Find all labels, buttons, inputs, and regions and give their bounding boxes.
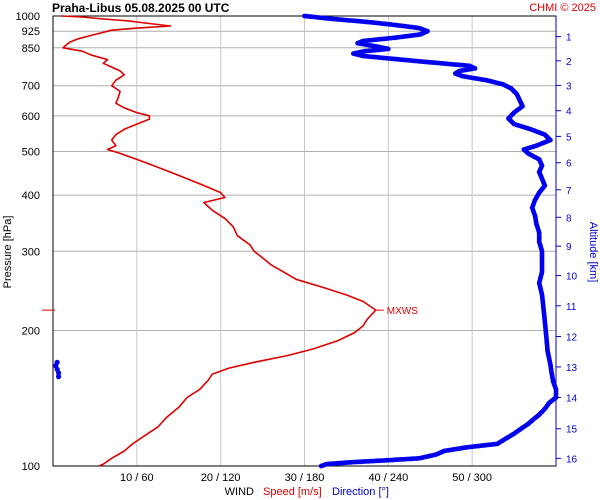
wind-tick-10: 10 / 60 — [120, 472, 154, 484]
altitude-tick-3: 3 — [566, 81, 572, 92]
chart-header-title: Praha-Libus 05.08.2025 00 UTC — [52, 1, 230, 15]
pressure-tick-850: 850 — [22, 43, 40, 55]
wind-tick-30: 30 / 180 — [285, 472, 325, 484]
speed-series — [61, 15, 377, 467]
pressure-tick-1000: 1000 — [16, 11, 40, 23]
pressure-tick-600: 600 — [22, 111, 40, 123]
pressure-tick-400: 400 — [22, 190, 40, 202]
altitude-tick-6: 6 — [566, 159, 572, 170]
wind-tick-labels: 10 / 60 20 / 120 30 / 180 40 / 240 50 / 300 — [120, 472, 492, 484]
altitude-tick-15: 15 — [566, 425, 578, 436]
altitude-tick-13: 13 — [566, 363, 578, 374]
x-axis-direction-label: Direction [°] — [332, 486, 389, 498]
altitude-tick-8: 8 — [566, 213, 572, 224]
altitude-tick-2: 2 — [566, 57, 572, 68]
direction-point-low-speed — [54, 359, 60, 365]
speed-line — [61, 15, 377, 467]
altitude-tick-12: 12 — [566, 332, 578, 343]
altitude-tick-5: 5 — [566, 132, 572, 143]
mxws-annotation: MXWS — [42, 306, 418, 317]
direction-point — [318, 463, 324, 469]
altitude-tick-11: 11 — [566, 302, 577, 313]
direction-series — [53, 13, 559, 469]
wind-tick-40: 40 / 240 — [368, 472, 408, 484]
altitude-tick-16: 16 — [566, 454, 578, 465]
wind-tick-50: 50 / 300 — [452, 472, 492, 484]
altitude-tick-14: 14 — [566, 393, 578, 404]
pressure-tick-300: 300 — [22, 246, 40, 258]
wind-tick-20: 20 / 120 — [201, 472, 241, 484]
grid-lines — [53, 16, 556, 466]
right-axis-label: Altitude [km] — [587, 222, 599, 283]
x-axis-wind-label: WIND — [225, 486, 254, 498]
mxws-label: MXWS — [387, 306, 418, 317]
y-axis-label: Pressure [hPa] — [2, 216, 14, 289]
direction-point-low-speed — [55, 374, 62, 380]
altitude-tick-1: 1 — [566, 33, 572, 44]
altitude-tick-4: 4 — [566, 107, 572, 118]
altitude-tick-10: 10 — [566, 272, 578, 283]
pressure-tick-100: 100 — [22, 461, 40, 473]
pressure-tick-700: 700 — [22, 81, 40, 93]
pressure-tick-200: 200 — [22, 326, 40, 338]
x-axis-speed-label: Speed [m/s] — [263, 486, 322, 498]
altitude-tick-7: 7 — [566, 186, 572, 197]
pressure-tick-500: 500 — [22, 146, 40, 158]
pressure-tick-925: 925 — [22, 26, 40, 38]
altitude-tick-9: 9 — [566, 242, 572, 253]
credit-label: CHMI © 2025 — [529, 2, 596, 14]
pressure-tick-labels: 100 200 300 400 500 600 700 850 925 1000 — [16, 11, 40, 473]
